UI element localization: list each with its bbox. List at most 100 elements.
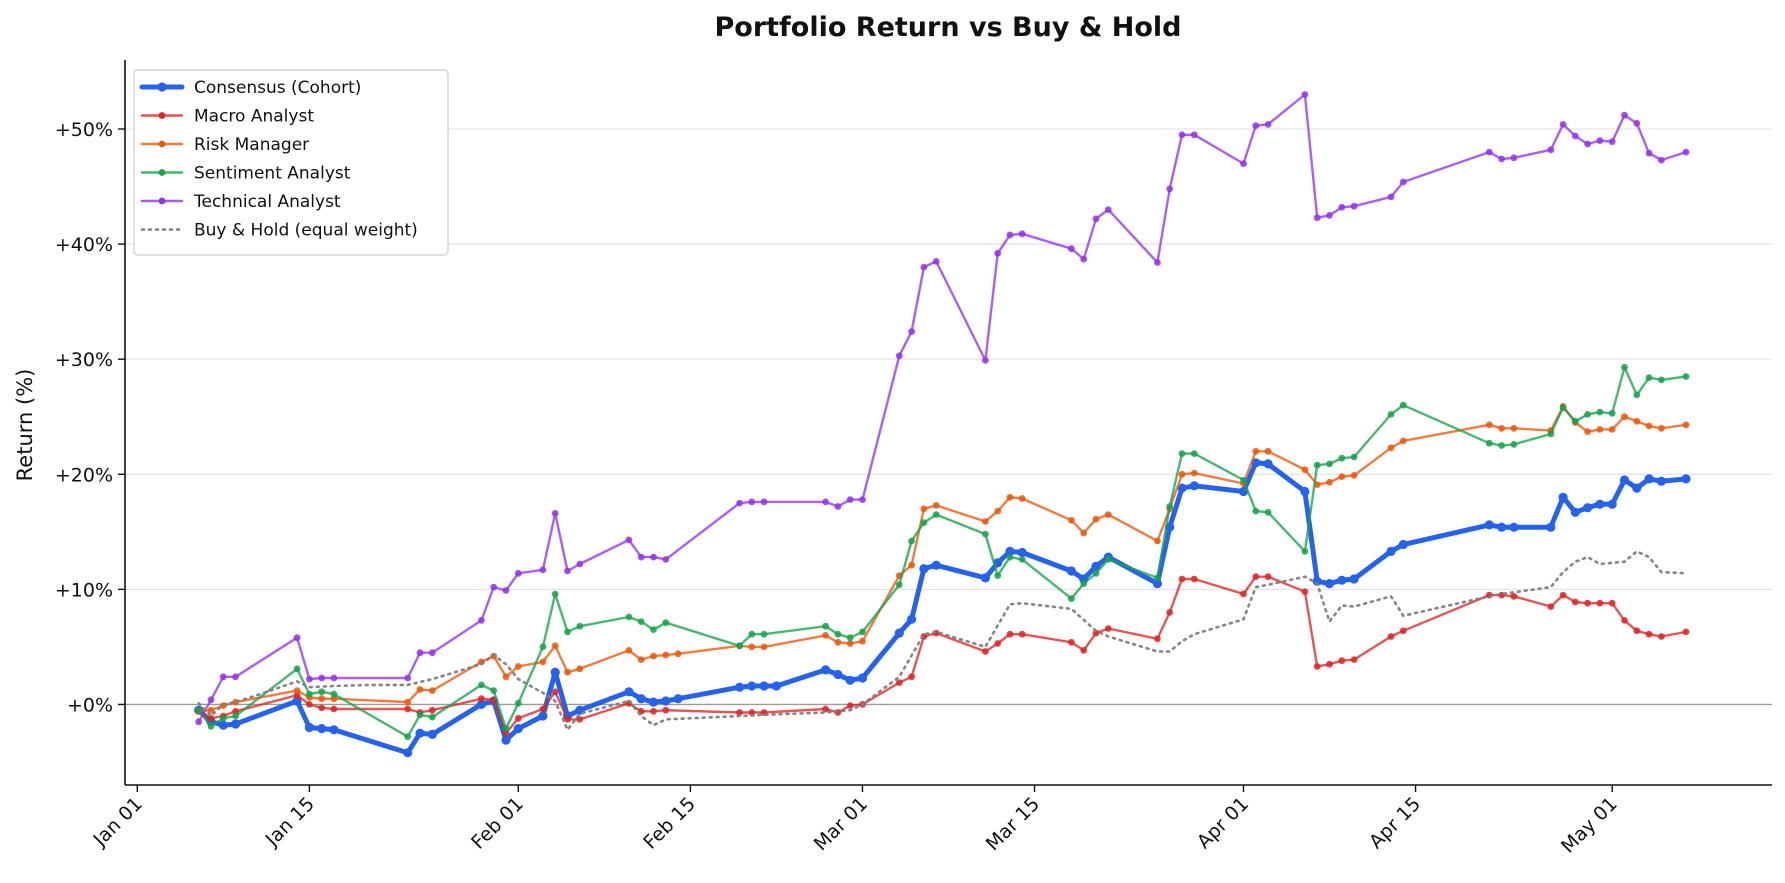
data-point-risk	[564, 668, 571, 676]
data-point-macro	[1080, 647, 1088, 654]
data-point-risk	[428, 687, 436, 694]
data-point-consensus	[1619, 475, 1630, 485]
data-point-sentiment	[834, 630, 842, 638]
data-point-risk	[1387, 444, 1395, 452]
data-point-sentiment	[207, 722, 215, 730]
data-point-macro	[207, 714, 215, 722]
data-point-technical	[1166, 185, 1174, 193]
legend-marker-sentiment	[158, 169, 166, 176]
data-point-macro	[1018, 630, 1026, 638]
data-point-technical	[834, 503, 842, 510]
data-point-consensus	[329, 725, 339, 735]
data-point-sentiment	[1264, 508, 1272, 516]
data-point-macro	[1326, 660, 1333, 668]
data-point-consensus	[747, 681, 757, 691]
data-point-sentiment	[1326, 460, 1333, 468]
data-point-technical	[1621, 111, 1628, 119]
data-point-sentiment	[404, 733, 412, 741]
data-point-risk	[551, 642, 559, 650]
data-point-risk	[514, 663, 522, 670]
data-point-macro	[1596, 599, 1604, 607]
data-point-technical	[1658, 156, 1665, 164]
data-point-consensus	[857, 673, 868, 683]
data-point-sentiment	[232, 712, 240, 720]
data-point-risk	[1584, 428, 1591, 436]
data-point-macro	[1350, 656, 1358, 663]
data-point-sentiment	[1571, 417, 1579, 425]
data-point-technical	[748, 498, 756, 506]
data-point-consensus	[845, 675, 855, 685]
data-point-technical	[232, 673, 240, 681]
data-point-sentiment	[1166, 503, 1174, 510]
data-point-risk	[859, 637, 866, 645]
y-tick-label: +10%	[55, 579, 113, 601]
data-point-macro	[1264, 573, 1272, 581]
data-point-technical	[1559, 121, 1567, 128]
data-point-technical	[1006, 231, 1014, 239]
data-point-macro	[908, 673, 915, 681]
data-point-risk	[982, 518, 989, 525]
data-point-sentiment	[625, 613, 633, 621]
y-tick-label: +50%	[55, 119, 113, 141]
data-point-technical	[404, 674, 412, 682]
data-point-technical	[514, 569, 522, 577]
data-point-macro	[1399, 627, 1407, 635]
data-point-risk	[1621, 413, 1628, 421]
data-point-risk	[1633, 417, 1641, 425]
data-point-sentiment	[1584, 411, 1591, 418]
data-point-sentiment	[306, 690, 313, 698]
legend-label-buyhold: Buy & Hold (equal weight)	[194, 221, 418, 241]
data-point-sentiment	[1252, 507, 1260, 515]
data-point-technical	[1547, 146, 1555, 154]
data-point-technical	[1190, 131, 1198, 139]
data-point-sentiment	[1338, 454, 1346, 462]
data-point-consensus	[661, 696, 671, 706]
data-point-risk	[1104, 511, 1112, 518]
data-point-risk	[1264, 447, 1272, 455]
data-point-consensus	[1066, 566, 1076, 576]
data-point-sentiment	[219, 714, 227, 722]
data-point-consensus	[735, 682, 745, 692]
data-point-technical	[1264, 121, 1272, 128]
data-point-technical	[306, 675, 313, 683]
data-point-technical	[1510, 154, 1518, 162]
data-point-sentiment	[822, 622, 829, 630]
data-point-sentiment	[760, 630, 768, 638]
data-point-macro	[1104, 625, 1112, 632]
data-point-sentiment	[1485, 439, 1493, 447]
legend: Consensus (Cohort) Macro Analyst Risk Mana…	[133, 69, 449, 256]
data-point-macro	[1510, 592, 1518, 600]
data-point-consensus	[1546, 522, 1556, 532]
data-point-consensus	[894, 628, 904, 638]
data-point-sentiment	[1621, 363, 1628, 371]
data-point-risk	[207, 706, 215, 714]
y-tick-label: +30%	[55, 349, 113, 371]
data-point-risk	[994, 507, 1002, 515]
data-point-technical	[1018, 230, 1026, 238]
data-point-technical	[1682, 148, 1690, 156]
data-point-technical	[293, 634, 301, 642]
data-point-consensus	[759, 681, 769, 691]
data-point-risk	[674, 650, 682, 658]
legend-label-technical: Technical Analyst	[193, 192, 341, 212]
data-point-consensus	[919, 564, 929, 574]
data-point-sentiment	[748, 630, 756, 638]
data-point-consensus	[1152, 579, 1162, 589]
data-point-technical	[1645, 149, 1653, 157]
data-point-consensus	[931, 560, 941, 570]
data-point-sentiment	[1498, 442, 1505, 449]
y-tick-label: +20%	[55, 464, 113, 486]
data-point-macro	[1068, 638, 1075, 646]
data-point-technical	[1252, 122, 1260, 129]
data-point-sentiment	[637, 618, 645, 625]
data-point-risk	[1178, 470, 1186, 478]
data-point-sentiment	[1645, 374, 1653, 381]
legend-label-sentiment: Sentiment Analyst	[194, 164, 351, 184]
data-point-macro	[514, 714, 522, 722]
data-point-sentiment	[502, 725, 510, 732]
data-point-technical	[1240, 160, 1247, 168]
data-point-macro	[1301, 588, 1309, 596]
data-point-risk	[1301, 466, 1309, 474]
data-point-technical	[908, 328, 915, 335]
